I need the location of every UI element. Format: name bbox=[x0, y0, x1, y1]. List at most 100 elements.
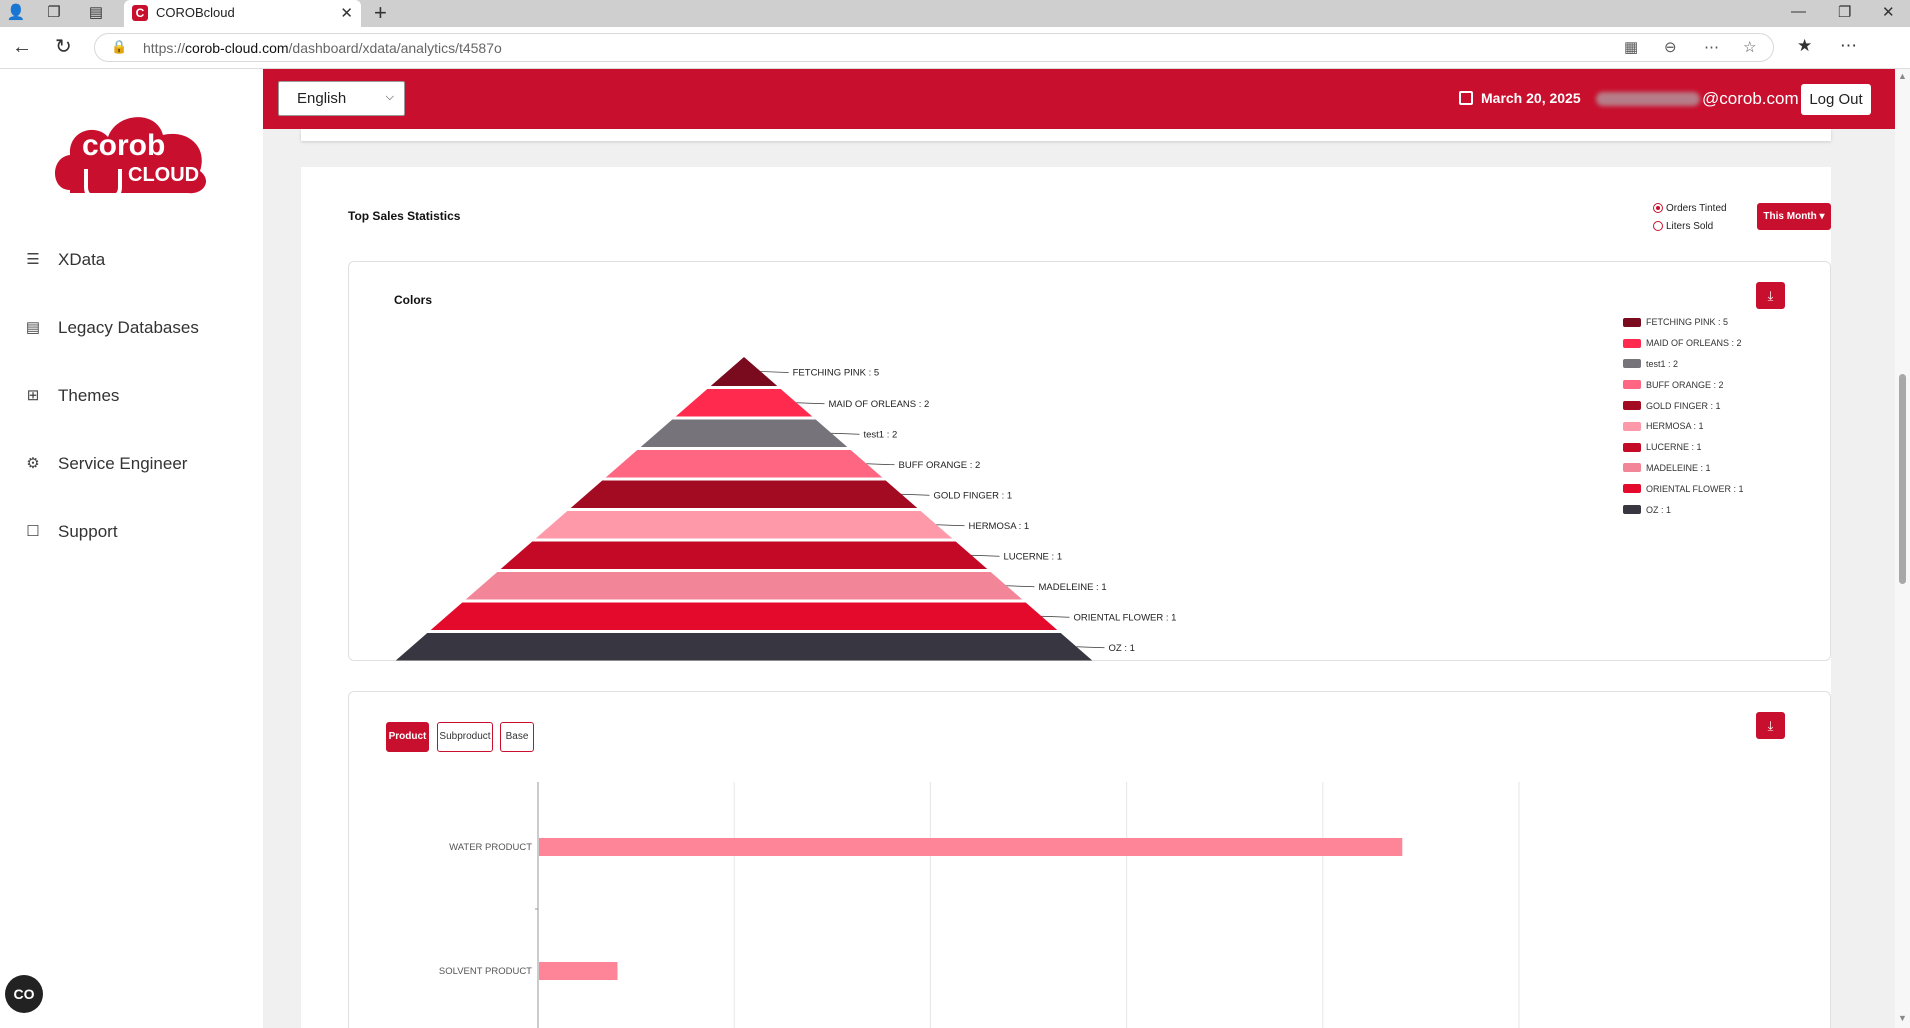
email-suffix: @corob.com bbox=[1702, 89, 1799, 108]
new-tab-icon[interactable]: + bbox=[374, 0, 387, 25]
back-arrow-icon[interactable]: ← bbox=[12, 36, 32, 58]
legend-item[interactable]: test1 : 2 bbox=[1623, 354, 1744, 375]
sidebar-item-service-engineer[interactable]: ⚙ Service Engineer bbox=[24, 449, 187, 479]
pyramid-segment[interactable] bbox=[465, 572, 1023, 600]
sidebar-item-support[interactable]: ☐ Support bbox=[24, 517, 117, 547]
sidebar: corob CLOUD ☰ XData ▤ Legacy Databases ⊞… bbox=[0, 69, 263, 1028]
pyramid-segment[interactable] bbox=[605, 450, 883, 478]
metric-radio-group: Orders Tinted Liters Sold bbox=[1653, 199, 1727, 235]
browser-tab-bar: 👤 ❐ ▤ C COROBcloud ✕ + — ❐ ✕ bbox=[0, 0, 1910, 27]
settings-menu-icon[interactable]: ⋯ bbox=[1840, 36, 1857, 55]
chart-legend: FETCHING PINK : 5 MAID OF ORLEANS : 2 test… bbox=[1623, 312, 1744, 520]
pyramid-data-label: LUCERNE : 1 bbox=[1004, 551, 1063, 562]
pyramid-segment[interactable] bbox=[570, 480, 918, 509]
collections-icon[interactable]: ❐ bbox=[47, 4, 61, 21]
pyramid-segment[interactable] bbox=[640, 419, 848, 448]
refresh-icon[interactable]: ↻ bbox=[55, 36, 72, 58]
close-window-icon[interactable]: ✕ bbox=[1882, 4, 1895, 21]
legend-item[interactable]: HERMOSA : 1 bbox=[1623, 416, 1744, 437]
download-icon[interactable]: ⤓ bbox=[1756, 282, 1785, 309]
legend-label: HERMOSA : 1 bbox=[1646, 421, 1704, 432]
chevron-down-icon: ⌵ bbox=[385, 91, 394, 103]
user-email: @corob.com bbox=[1596, 89, 1799, 109]
previous-card bbox=[301, 129, 1831, 141]
extension-badge[interactable]: CO bbox=[5, 975, 43, 1013]
url-input[interactable]: 🔒 https://corob-cloud.com/dashboard/xdat… bbox=[94, 33, 1774, 62]
scroll-up-icon[interactable]: ▲ bbox=[1898, 71, 1907, 81]
pyramid-segment[interactable] bbox=[500, 541, 988, 570]
profile-icon[interactable]: 👤 bbox=[6, 4, 26, 21]
tab-subproduct[interactable]: Subproduct bbox=[437, 722, 493, 752]
page-scrollbar[interactable]: ▲ ▼ bbox=[1895, 69, 1910, 1028]
pyramid-segment[interactable] bbox=[675, 389, 813, 417]
pyramid-label-line bbox=[936, 524, 965, 527]
legend-item[interactable]: MADELEINE : 1 bbox=[1623, 458, 1744, 479]
legend-item[interactable]: FETCHING PINK : 5 bbox=[1623, 312, 1744, 333]
pyramid-data-label: MADELEINE : 1 bbox=[1039, 582, 1107, 593]
sidebar-item-themes[interactable]: ⊞ Themes bbox=[24, 381, 120, 411]
pyramid-label-line bbox=[760, 371, 789, 373]
favorites-list-icon[interactable]: ★ bbox=[1797, 36, 1813, 55]
favorite-star-icon[interactable]: ☆ bbox=[1743, 39, 1757, 56]
radio-liters-sold[interactable]: Liters Sold bbox=[1653, 217, 1727, 235]
pyramid-data-label: GOLD FINGER : 1 bbox=[934, 490, 1013, 501]
minimize-icon[interactable]: — bbox=[1791, 3, 1806, 20]
legend-swatch bbox=[1623, 401, 1641, 411]
radio-button[interactable] bbox=[1653, 221, 1663, 231]
legend-item[interactable]: MAID OF ORLEANS : 2 bbox=[1623, 333, 1744, 354]
chart-title: Colors bbox=[394, 293, 433, 307]
pyramid-chart: FETCHING PINK : 5 MAID OF ORLEANS : 2 test… bbox=[395, 357, 1177, 661]
pyramid-segment[interactable] bbox=[395, 633, 1093, 661]
legend-label: test1 : 2 bbox=[1646, 358, 1679, 369]
product-chart-panel: Product Subproduct Base ⤓ WATER PRODUCT S… bbox=[348, 691, 1831, 1028]
close-tab-icon[interactable]: ✕ bbox=[340, 5, 353, 22]
browser-tab[interactable]: C COROBcloud ✕ bbox=[124, 0, 361, 27]
legend-item[interactable]: ORIENTAL FLOWER : 1 bbox=[1623, 478, 1744, 499]
layers-icon: ☰ bbox=[26, 251, 40, 268]
download-icon[interactable]: ⤓ bbox=[1756, 712, 1785, 739]
tab-product[interactable]: Product bbox=[386, 722, 429, 752]
bar[interactable] bbox=[539, 962, 618, 980]
legend-item[interactable]: GOLD FINGER : 1 bbox=[1623, 395, 1744, 416]
legend-label: BUFF ORANGE : 2 bbox=[1646, 379, 1724, 390]
grid-icon: ⊞ bbox=[26, 387, 40, 404]
pyramid-label-line bbox=[1041, 615, 1070, 618]
scroll-thumb[interactable] bbox=[1899, 374, 1906, 584]
apps-icon[interactable]: ▦ bbox=[1624, 39, 1639, 56]
radio-orders-tinted[interactable]: Orders Tinted bbox=[1653, 199, 1727, 217]
pyramid-data-label: HERMOSA : 1 bbox=[969, 521, 1030, 532]
legend-item[interactable]: BUFF ORANGE : 2 bbox=[1623, 374, 1744, 395]
pyramid-segment[interactable] bbox=[430, 602, 1058, 631]
sidebar-item-legacy-databases[interactable]: ▤ Legacy Databases bbox=[24, 313, 199, 343]
legend-item[interactable]: OZ : 1 bbox=[1623, 499, 1744, 520]
pyramid-segment[interactable] bbox=[535, 511, 953, 539]
logout-button[interactable]: Log Out bbox=[1801, 84, 1871, 115]
more-tools-icon[interactable]: ⋯ bbox=[1704, 39, 1719, 56]
pyramid-segment[interactable] bbox=[710, 357, 778, 386]
tab-actions-icon[interactable]: ▤ bbox=[88, 4, 104, 21]
pyramid-label-line bbox=[901, 493, 930, 496]
pyramid-data-label: ORIENTAL FLOWER : 1 bbox=[1074, 612, 1177, 623]
legend-item[interactable]: LUCERNE : 1 bbox=[1623, 437, 1744, 458]
pyramid-label-line bbox=[1076, 646, 1105, 649]
zoom-out-icon[interactable]: ⊖ bbox=[1664, 39, 1677, 56]
category-tick-label: SOLVENT PRODUCT bbox=[439, 966, 532, 977]
legend-swatch bbox=[1623, 359, 1641, 369]
product-bar-chart: WATER PRODUCT SOLVENT PRODUCT bbox=[439, 782, 1520, 1028]
radio-button[interactable] bbox=[1653, 203, 1663, 213]
pyramid-label-line bbox=[971, 554, 1000, 557]
tab-base[interactable]: Base bbox=[500, 722, 534, 752]
redacted-email-prefix bbox=[1596, 92, 1700, 106]
language-value: English bbox=[297, 90, 347, 107]
bar[interactable] bbox=[539, 838, 1403, 856]
pyramid-data-label: BUFF ORANGE : 2 bbox=[899, 460, 981, 471]
scroll-down-icon[interactable]: ▼ bbox=[1898, 1013, 1907, 1023]
period-dropdown-button[interactable]: This Month ▾ bbox=[1757, 203, 1831, 230]
sidebar-item-xdata[interactable]: ☰ XData bbox=[24, 245, 105, 275]
address-bar: ← ↻ 🔒 https://corob-cloud.com/dashboard/… bbox=[0, 27, 1910, 69]
corob-cloud-logo[interactable]: corob CLOUD bbox=[48, 95, 213, 205]
legend-swatch bbox=[1623, 484, 1641, 494]
restore-icon[interactable]: ❐ bbox=[1838, 4, 1852, 21]
language-select[interactable]: English ⌵ bbox=[278, 81, 405, 116]
colors-chart-panel: Colors ⤓ FETCHING PINK : 5 MAID OF ORLEAN… bbox=[348, 261, 1831, 661]
